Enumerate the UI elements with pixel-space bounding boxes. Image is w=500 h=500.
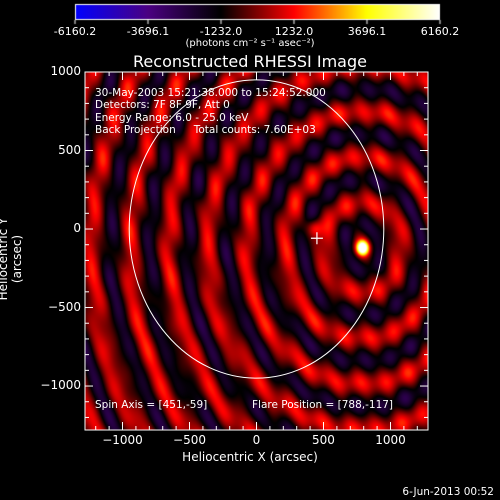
y-tick-label: −500 xyxy=(48,299,81,314)
timestamp-text: 6-Jun-2013 00:52 xyxy=(402,486,494,498)
flare-position-text: Flare Position = [788,-117] xyxy=(252,399,394,411)
x-axis-label: Heliocentric X (arcsec) xyxy=(182,450,318,464)
method-counts-text: Back Projection Total counts: 7.60E+03 xyxy=(95,124,316,137)
colorbar-tick-label: -1232.0 xyxy=(199,25,243,38)
y-tick-label: 500 xyxy=(58,142,81,157)
y-axis-label: Heliocentric Y (arcsec) xyxy=(0,218,24,301)
energy-range-text: Energy Range: 6.0 - 25.0 keV xyxy=(95,111,249,124)
y-tick-label: 0 xyxy=(73,221,81,236)
colorbar-unit-label: (photons cm⁻² s⁻¹ asec⁻²) xyxy=(185,38,315,49)
chart-title: Reconstructed RHESSI Image xyxy=(133,52,367,71)
colorbar-tick-label: 1232.0 xyxy=(274,25,314,38)
x-tick-label: 500 xyxy=(312,433,335,447)
detectors-text: Detectors: 7F 8F 9F, Att 0 xyxy=(95,99,230,112)
colorbar-tick-label: -3696.1 xyxy=(126,25,170,38)
colorbar-tick-label: 6160.2 xyxy=(420,25,460,38)
colorbar-tick-label: -6160.2 xyxy=(53,25,97,38)
colorbar-tick-label: 3696.1 xyxy=(347,25,387,38)
x-tick-label: 0 xyxy=(252,433,261,447)
x-tick-label: 1000 xyxy=(375,433,406,447)
heatmap-image xyxy=(85,72,428,430)
y-tick-label: 1000 xyxy=(50,64,81,78)
spin-axis-marker xyxy=(310,232,323,245)
y-tick-label: −1000 xyxy=(40,378,81,393)
observation-info: 30-May-2003 15:21:38.000 to 15:24:52.000… xyxy=(95,87,326,137)
x-tick-label: −500 xyxy=(173,433,206,447)
x-tick-label: −1000 xyxy=(102,433,143,447)
time-range-text: 30-May-2003 15:21:38.000 to 15:24:52.000 xyxy=(95,87,326,99)
spin-axis-text: Spin Axis = [451,-59] xyxy=(95,399,208,411)
colorbar-canvas xyxy=(0,0,500,60)
